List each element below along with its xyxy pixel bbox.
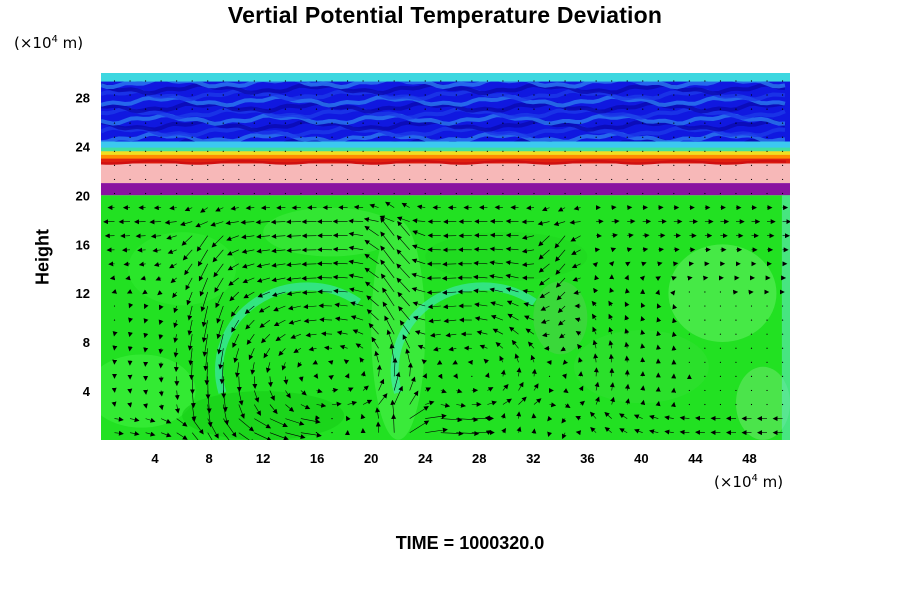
x-unit-exponent: 4 xyxy=(751,473,758,484)
y-unit-tail: m) xyxy=(57,34,84,52)
x-tick-label: 32 xyxy=(526,451,540,466)
x-tick-label: 44 xyxy=(688,451,703,466)
layer-purple-band xyxy=(101,183,790,196)
heatmap-field xyxy=(101,73,790,440)
y-tick-label: 4 xyxy=(83,384,91,399)
chart-title: Vertial Potential Temperature Deviation xyxy=(227,2,663,28)
x-tick-label: 16 xyxy=(310,451,324,466)
y-tick-label: 8 xyxy=(83,335,90,350)
y-tick-label: 12 xyxy=(76,286,90,301)
x-tick-label: 12 xyxy=(256,451,270,466)
x-tick-labels: 4 8 12 16 20 24 28 32 36 40 44 48 xyxy=(151,451,756,466)
y-unit-base: (×10 xyxy=(14,34,52,52)
y-tick-labels: 4 8 12 16 20 24 28 xyxy=(76,90,91,399)
x-tick-label: 40 xyxy=(634,451,648,466)
layer-pink-band xyxy=(101,163,790,184)
x-tick-label: 28 xyxy=(472,451,486,466)
x-tick-label: 20 xyxy=(364,451,378,466)
y-tick-label: 24 xyxy=(76,139,91,154)
x-axis-unit: (×104 m) xyxy=(714,473,783,491)
y-tick-label: 16 xyxy=(76,237,90,252)
x-tick-label: 48 xyxy=(742,451,756,466)
x-tick-label: 4 xyxy=(151,451,159,466)
y-unit-exponent: 4 xyxy=(51,34,58,45)
upper-layer-texture xyxy=(101,73,790,165)
y-tick-label: 20 xyxy=(76,188,90,203)
time-label: TIME = 1000320.0 xyxy=(395,533,545,553)
vector-field xyxy=(103,80,790,440)
x-tick-label: 36 xyxy=(580,451,594,466)
x-unit-base: (×10 xyxy=(714,473,752,491)
x-unit-tail: m) xyxy=(757,473,784,491)
y-axis-unit: (×104 m) xyxy=(14,34,83,52)
y-tick-label: 28 xyxy=(76,90,90,105)
x-tick-label: 8 xyxy=(205,451,212,466)
x-tick-label: 24 xyxy=(418,451,433,466)
